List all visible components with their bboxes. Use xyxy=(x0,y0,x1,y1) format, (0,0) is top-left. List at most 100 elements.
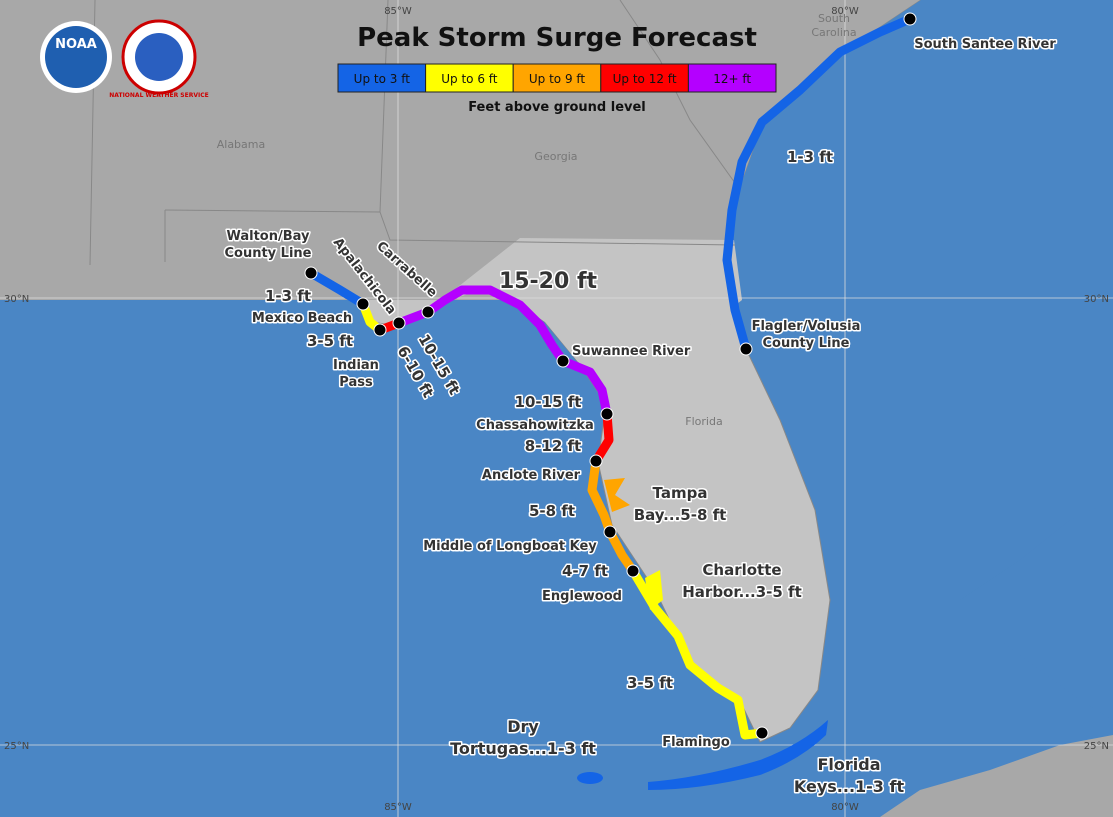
tampa-bay xyxy=(604,478,630,512)
location-dot xyxy=(755,726,769,740)
state-label: Florida xyxy=(685,415,722,428)
location-label-line: Flagler/Volusia xyxy=(752,319,861,334)
location-label: Florida Keys...1-3 ft xyxy=(794,755,905,796)
location-label-line: Anclote River xyxy=(482,468,581,483)
location-dot xyxy=(589,454,603,468)
location-label-line: 8-12 ft xyxy=(525,437,581,455)
location-label: Chassahowitzka xyxy=(476,418,594,433)
surge-segment xyxy=(628,566,767,740)
noaa-logo-inner xyxy=(45,26,107,88)
location-label: 5-8 ft xyxy=(529,502,575,520)
lat-label: 25°N xyxy=(1084,741,1109,752)
location-label: 3-5 ft xyxy=(307,332,353,350)
location-label: 1-3 ft xyxy=(265,287,311,305)
location-label: 15-20 ft xyxy=(499,269,598,294)
legend-caption: Feet above ground level xyxy=(468,100,646,115)
location-label-line: 15-20 ft xyxy=(499,269,598,294)
lat-label: 30°N xyxy=(4,294,29,305)
lon-label: 85°W xyxy=(384,802,412,813)
location-label: Mexico Beach xyxy=(252,311,352,326)
location-dot xyxy=(600,407,614,421)
location-label: Walton/Bay County Line xyxy=(224,229,311,261)
atlantic xyxy=(960,0,1113,720)
title: Peak Storm Surge Forecast xyxy=(357,23,757,53)
location-label: Tampa Bay...5-8 ft xyxy=(634,484,727,524)
location-label: 3-5 ft xyxy=(627,674,673,692)
location-label: 1-3 ft xyxy=(787,148,833,166)
state-label-line: South xyxy=(818,12,850,25)
location-label-line: 5-8 ft xyxy=(529,502,575,520)
state-label: South Carolina xyxy=(811,12,856,39)
legend-swatch xyxy=(600,63,689,93)
location-label-line: 4-7 ft xyxy=(562,562,608,580)
location-label-line: Florida xyxy=(817,755,880,774)
location-dot xyxy=(392,316,406,330)
location-label-line: 10-15 ft xyxy=(515,393,582,411)
lat-label: 25°N xyxy=(4,741,29,752)
location-label-line: Keys...1-3 ft xyxy=(794,777,905,796)
location-label-line: Walton/Bay xyxy=(226,229,310,244)
location-label: Dry Tortugas...1-3 ft xyxy=(450,717,596,758)
state-label: Alabama xyxy=(217,138,266,151)
land-florida xyxy=(435,238,742,380)
location-label: Indian Pass xyxy=(333,358,379,390)
legend-label: 12+ ft xyxy=(713,72,751,86)
location-label: Charlotte Harbor...3-5 ft xyxy=(682,561,802,601)
lon-label: 80°W xyxy=(831,6,859,17)
legend-label: Up to 9 ft xyxy=(529,72,586,86)
land-panhandle xyxy=(0,262,330,300)
location-label-line: Bay...5-8 ft xyxy=(634,506,727,524)
location-label-line: Middle of Longboat Key xyxy=(423,539,597,554)
legend-swatch xyxy=(337,63,427,93)
location-label-line: Pass xyxy=(339,375,373,390)
surge-segment xyxy=(306,268,368,309)
nws-text: NATIONAL WEATHER SERVICE xyxy=(109,92,208,99)
lat-label: 30°N xyxy=(1084,294,1109,305)
location-label: 10-15 ft xyxy=(515,393,582,411)
location-label: 8-12 ft xyxy=(525,437,581,455)
location-dot xyxy=(373,323,387,337)
location-label: South Santee River xyxy=(914,37,1056,52)
location-label: Middle of Longboat Key xyxy=(423,539,597,554)
location-dot xyxy=(603,525,617,539)
location-dot xyxy=(626,564,640,578)
state-label-line: Carolina xyxy=(811,26,856,39)
surge-segment xyxy=(591,409,614,466)
surge-segment xyxy=(394,285,612,419)
location-label-line: Tortugas...1-3 ft xyxy=(450,739,596,758)
location-label-line: Flamingo xyxy=(662,735,730,750)
dry-tortugas xyxy=(577,772,603,784)
lon-label: 80°W xyxy=(831,802,859,813)
location-label-line: Dry xyxy=(507,717,539,736)
legend-swatch xyxy=(425,63,514,93)
location-label: Anclote River xyxy=(482,468,581,483)
lon-label: 85°W xyxy=(384,6,412,17)
florida-keys xyxy=(648,720,828,790)
state-label-line: Alabama xyxy=(217,138,266,151)
legend-label: Up to 6 ft xyxy=(441,72,498,86)
legend-swatch xyxy=(512,63,602,93)
location-label: Suwannee River xyxy=(572,344,691,359)
legend-label: Up to 3 ft xyxy=(354,72,411,86)
location-dot xyxy=(356,297,370,311)
cuba xyxy=(880,735,1113,817)
surge-segment xyxy=(587,456,638,576)
state-label-line: Georgia xyxy=(534,150,577,163)
state-label-line: Florida xyxy=(685,415,722,428)
location-dot xyxy=(421,305,435,319)
location-label-line: Tampa xyxy=(653,484,708,502)
location-label: Flagler/Volusia County Line xyxy=(752,319,861,351)
location-label-line: Suwannee River xyxy=(572,344,691,359)
noaa-text: NOAA xyxy=(55,37,97,52)
location-label-line: 3-5 ft xyxy=(627,674,673,692)
location-dot xyxy=(556,354,570,368)
location-label-line: Chassahowitzka xyxy=(476,418,594,433)
location-label-line: 3-5 ft xyxy=(307,332,353,350)
state-borders xyxy=(89,0,741,266)
legend-swatch xyxy=(687,63,777,93)
location-label-line: 1-3 ft xyxy=(787,148,833,166)
location-label-line: Mexico Beach xyxy=(252,311,352,326)
surge-segment xyxy=(722,14,915,354)
charlotte-harbor xyxy=(645,570,663,610)
